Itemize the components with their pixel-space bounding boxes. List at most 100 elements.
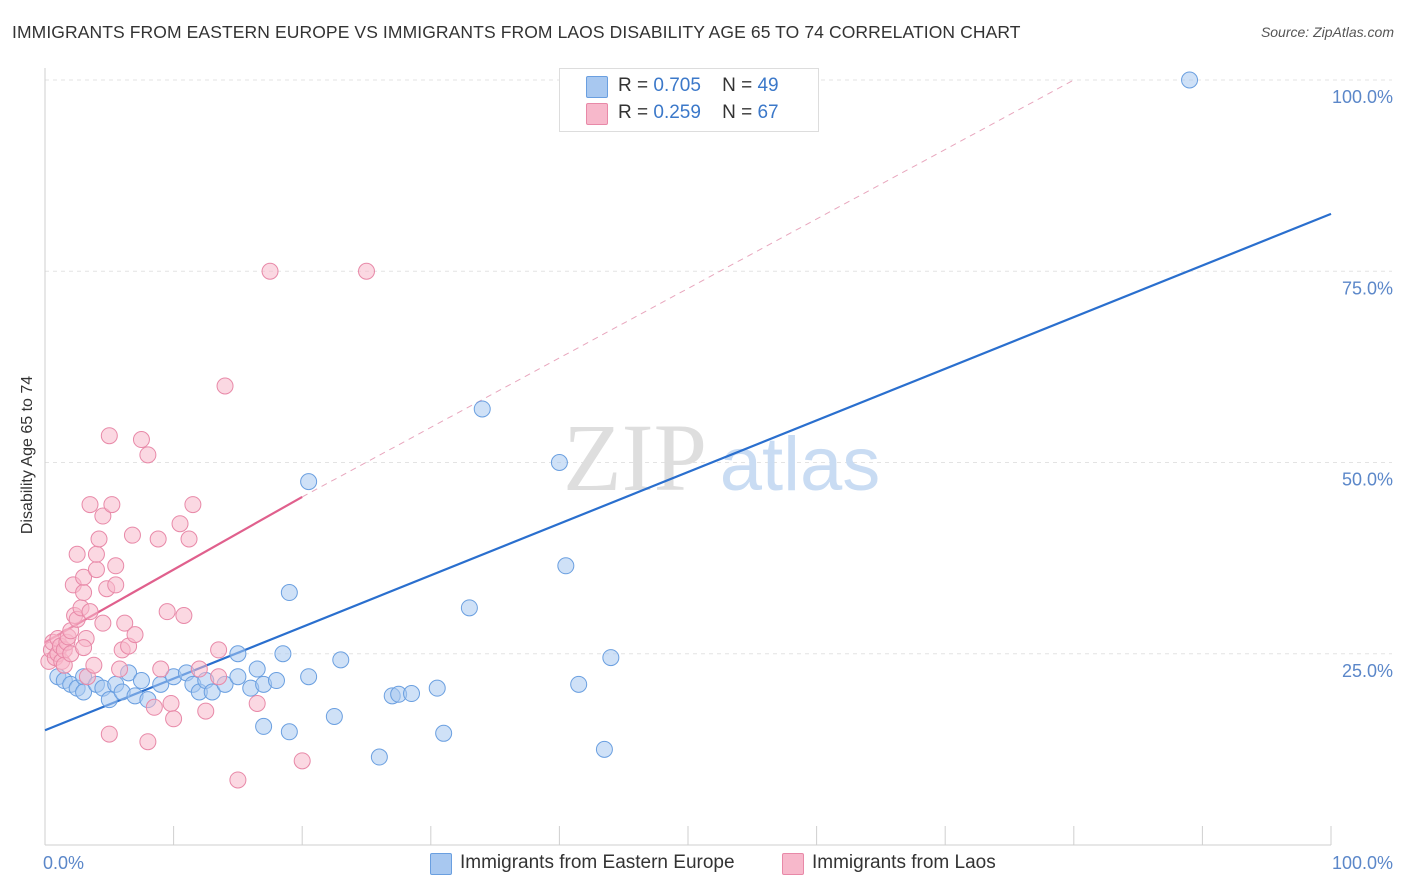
point-laos <box>116 614 134 632</box>
point-laos <box>100 427 118 445</box>
point-eastern-europe <box>203 683 221 701</box>
legend-n-value: 67 <box>757 102 779 123</box>
watermark: ZIP atlas <box>563 404 880 511</box>
point-laos <box>90 530 108 548</box>
point-eastern-europe <box>229 645 247 663</box>
legend-r-label: R = <box>618 102 649 123</box>
point-laos <box>75 584 93 602</box>
point-laos <box>87 561 105 579</box>
point-laos <box>68 545 86 563</box>
y-tick-label: 100.0% <box>1332 87 1393 107</box>
bottom-legend-swatch-pink <box>782 853 804 875</box>
point-laos <box>107 557 125 575</box>
axes <box>44 68 1332 846</box>
y-tick-label: 75.0% <box>1342 278 1393 298</box>
point-eastern-europe <box>473 400 491 418</box>
point-laos <box>184 496 202 514</box>
point-laos <box>229 771 247 789</box>
point-laos <box>162 694 180 712</box>
point-laos <box>248 694 266 712</box>
point-eastern-europe <box>460 599 478 617</box>
point-laos <box>126 626 144 644</box>
trend-line-eastern-europe <box>44 212 1332 732</box>
watermark-atlas: atlas <box>720 422 881 507</box>
bottom-legend-swatch-blue <box>430 853 452 875</box>
point-laos <box>132 431 150 449</box>
point-laos <box>81 603 99 621</box>
point-eastern-europe <box>255 717 273 735</box>
point-laos <box>171 515 189 533</box>
tick-labels: 25.0% 50.0% 75.0% 100.0% 0.0% 100.0% <box>43 87 1393 873</box>
point-eastern-europe <box>274 645 292 663</box>
data-points <box>40 71 1199 789</box>
point-laos <box>139 733 157 751</box>
legend-n-label: N = <box>722 102 753 123</box>
point-eastern-europe <box>280 723 298 741</box>
point-laos <box>87 545 105 563</box>
point-eastern-europe <box>403 685 421 703</box>
legend-swatch-blue <box>586 76 608 98</box>
point-eastern-europe <box>570 675 588 693</box>
point-eastern-europe <box>370 748 388 766</box>
y-tick-label: 50.0% <box>1342 470 1393 490</box>
point-eastern-europe <box>595 740 613 758</box>
point-eastern-europe <box>229 668 247 686</box>
legend-swatch-pink <box>586 103 608 125</box>
legend-r-value: 0.259 <box>653 102 701 123</box>
point-laos <box>358 262 375 280</box>
point-eastern-europe <box>428 679 446 697</box>
point-laos <box>210 668 228 686</box>
bottom-legend-label: Immigrants from Eastern Europe <box>460 852 735 873</box>
point-laos <box>123 526 141 544</box>
legend-r-value: 0.705 <box>653 75 701 96</box>
point-laos <box>103 496 121 514</box>
point-laos <box>152 660 170 678</box>
bottom-legend-label: Immigrants from Laos <box>812 852 996 873</box>
point-laos <box>81 496 99 514</box>
point-eastern-europe <box>267 672 285 690</box>
point-laos <box>197 702 215 720</box>
point-laos <box>94 507 112 525</box>
point-eastern-europe <box>325 707 343 725</box>
point-laos <box>85 656 103 674</box>
x-tick-label: 0.0% <box>43 853 84 873</box>
watermark-zip: ZIP <box>563 404 707 511</box>
point-laos <box>100 725 118 743</box>
point-eastern-europe <box>1181 71 1199 89</box>
point-laos <box>216 377 234 395</box>
legend-text: R = 0.705 N = 49 <box>618 75 779 97</box>
point-laos <box>75 639 93 657</box>
point-laos <box>139 446 157 464</box>
point-laos <box>293 752 311 770</box>
x-tick-label: 100.0% <box>1332 853 1393 873</box>
point-laos <box>145 698 163 716</box>
point-laos <box>175 607 193 624</box>
point-laos <box>158 603 176 621</box>
point-laos <box>94 614 112 632</box>
point-laos <box>75 568 93 586</box>
legend-n-label: N = <box>722 75 753 96</box>
point-eastern-europe <box>300 473 318 491</box>
point-eastern-europe <box>557 557 575 575</box>
chart-title: IMMIGRANTS FROM EASTERN EUROPE VS IMMIGR… <box>12 22 1021 42</box>
point-eastern-europe <box>550 454 568 471</box>
point-eastern-europe <box>248 660 266 678</box>
legend-text: R = 0.259 N = 67 <box>618 102 779 124</box>
point-laos <box>149 530 167 548</box>
point-eastern-europe <box>332 651 350 669</box>
point-eastern-europe <box>602 649 620 667</box>
legend-r-label: R = <box>618 75 649 96</box>
gridlines <box>45 79 1392 655</box>
source-label: Source: ZipAtlas.com <box>1260 24 1394 40</box>
legend-n-value: 49 <box>757 75 779 96</box>
point-eastern-europe <box>280 584 298 602</box>
point-eastern-europe <box>100 691 118 709</box>
point-eastern-europe <box>132 672 150 690</box>
point-laos <box>190 660 208 678</box>
point-laos <box>180 530 198 548</box>
point-eastern-europe <box>300 668 318 686</box>
point-laos <box>107 576 125 594</box>
point-laos <box>111 660 129 678</box>
correlation-legend: R = 0.705 N = 49 R = 0.259 N = 67 <box>559 68 819 132</box>
